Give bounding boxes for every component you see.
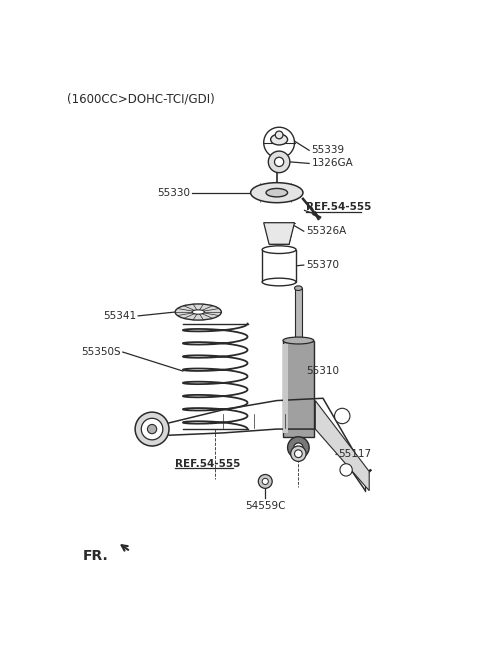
Circle shape [291,446,306,461]
Ellipse shape [251,182,303,203]
Circle shape [147,424,156,434]
Ellipse shape [175,304,221,320]
Circle shape [340,464,352,476]
Ellipse shape [271,134,288,145]
Text: 1326GA: 1326GA [312,158,353,169]
Text: 55350S: 55350S [81,347,120,357]
Text: REF.54-555: REF.54-555 [306,202,372,213]
Ellipse shape [283,337,314,344]
Polygon shape [283,344,288,433]
Ellipse shape [266,188,288,197]
Text: 55117: 55117 [338,449,372,459]
Text: 54559C: 54559C [245,501,286,510]
Circle shape [135,412,169,446]
Polygon shape [264,222,295,244]
Polygon shape [262,250,296,282]
Circle shape [294,443,303,452]
Text: 55330: 55330 [157,188,190,197]
Ellipse shape [192,310,204,314]
Text: 55370: 55370 [306,260,339,270]
Circle shape [141,419,163,440]
Text: REF.54-555: REF.54-555 [175,459,240,469]
Ellipse shape [295,286,302,291]
Circle shape [268,151,290,173]
Circle shape [275,131,283,139]
Circle shape [275,157,284,167]
Text: 55339: 55339 [312,146,345,155]
Text: 55310: 55310 [306,366,339,377]
Ellipse shape [262,278,296,286]
Text: 55326A: 55326A [306,226,346,236]
Text: (1600CC>DOHC-TCI/GDI): (1600CC>DOHC-TCI/GDI) [67,92,215,106]
Ellipse shape [262,246,296,253]
Polygon shape [315,401,369,491]
Text: FR.: FR. [83,549,108,563]
Circle shape [288,437,309,459]
Circle shape [262,478,268,485]
Circle shape [295,450,302,458]
Circle shape [258,474,272,488]
Circle shape [335,408,350,424]
Text: 55341: 55341 [103,311,136,321]
Polygon shape [283,340,314,437]
Polygon shape [295,288,302,340]
